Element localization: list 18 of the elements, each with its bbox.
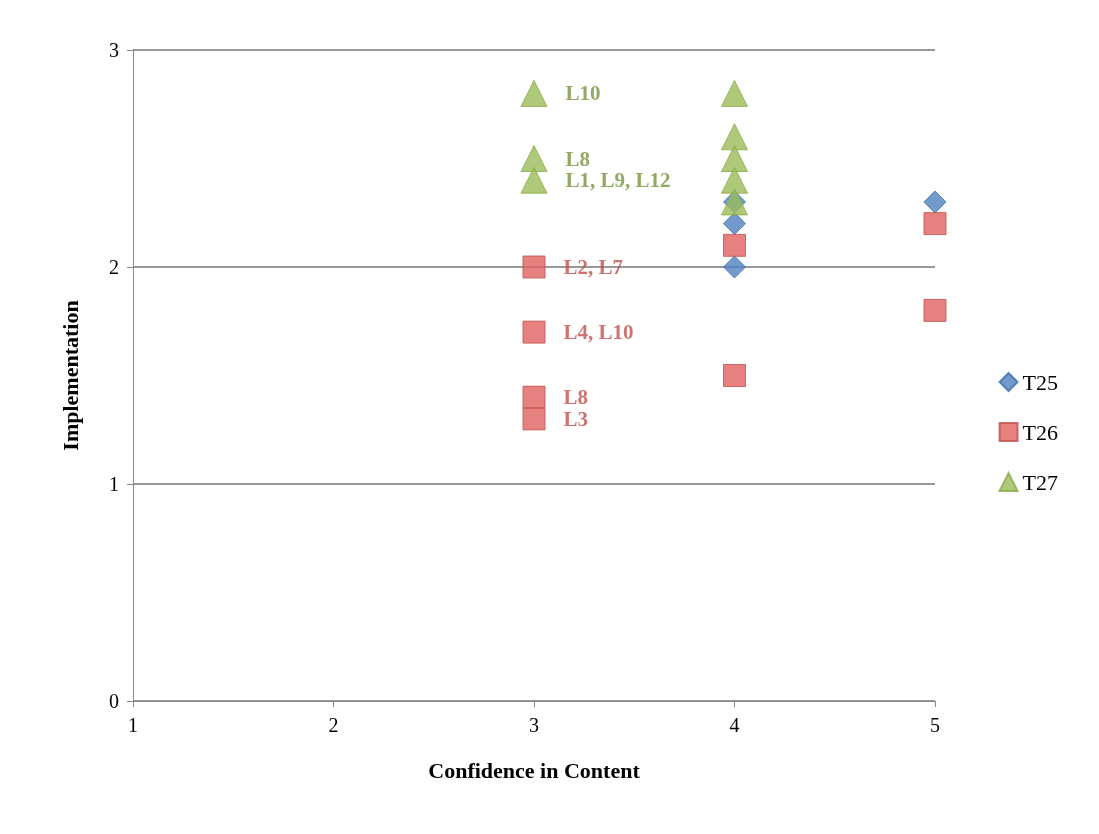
x-tick-label: 3: [529, 714, 539, 736]
data-label: L4, L10: [563, 320, 634, 345]
legend-label: T27: [1022, 469, 1059, 495]
y-tick-label: 2: [109, 256, 119, 278]
legend-label: T25: [1022, 369, 1059, 395]
y-tick-label: 1: [109, 473, 119, 495]
data-label: L10: [565, 81, 601, 106]
x-tick-label: 5: [930, 714, 940, 736]
legend-label: T26: [1022, 419, 1059, 445]
data-label: L8: [565, 146, 591, 171]
y-tick-label: 3: [109, 39, 119, 61]
x-tick-label: 2: [328, 714, 339, 736]
x-axis-title: Confidence in Content: [428, 757, 641, 783]
y-axis-title: Implementation: [57, 300, 83, 451]
data-label: L1, L9, L12: [565, 168, 671, 193]
x-tick-label: 4: [729, 714, 740, 736]
x-tick-label: 1: [128, 714, 138, 736]
y-tick-label: 0: [109, 690, 119, 712]
